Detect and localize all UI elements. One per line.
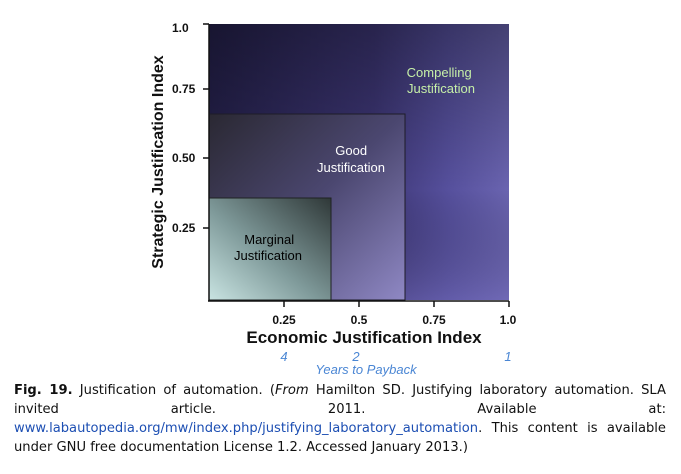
caption-from: From xyxy=(274,383,309,398)
caption-label: Fig. 19. xyxy=(14,383,73,398)
payback-tick-label: 1 xyxy=(504,349,511,364)
payback-tick-label: 4 xyxy=(280,349,287,364)
x-tick-label: 0.25 xyxy=(272,313,296,327)
compelling-label: Compelling Justification xyxy=(407,65,476,96)
y-tick-label: 0.75 xyxy=(172,82,196,96)
caption-link[interactable]: www.labautopedia.org/mw/index.php/justif… xyxy=(14,421,479,436)
x-tick-label: 0.5 xyxy=(351,313,368,327)
caption-license: . This content is available under GNU fr… xyxy=(14,421,666,455)
axes xyxy=(203,23,510,307)
caption-source: Hamilton SD. Justifying laboratory autom… xyxy=(14,383,666,417)
payback-title: Years to Payback xyxy=(315,362,418,377)
figure-caption: Fig. 19. Justification of automation. (F… xyxy=(14,381,666,457)
y-tick-label: 1.0 xyxy=(172,21,189,35)
y-tick-label: 0.25 xyxy=(172,221,196,235)
y-tick-label: 0.50 xyxy=(172,151,196,165)
caption-text: Justification of automation. ( xyxy=(72,383,275,398)
good-label: Good Justification xyxy=(317,143,385,175)
marginal-label: Marginal Justification xyxy=(234,232,302,263)
x-axis-title: Economic Justification Index xyxy=(246,328,482,347)
payback-tick-label: 2 xyxy=(351,349,360,364)
y-axis-title: Strategic Justification Index xyxy=(150,55,167,268)
x-tick-label: 0.75 xyxy=(422,313,446,327)
justification-diagram: Compelling Justification Good Justificat… xyxy=(150,21,517,377)
x-tick-label: 1.0 xyxy=(500,313,517,327)
